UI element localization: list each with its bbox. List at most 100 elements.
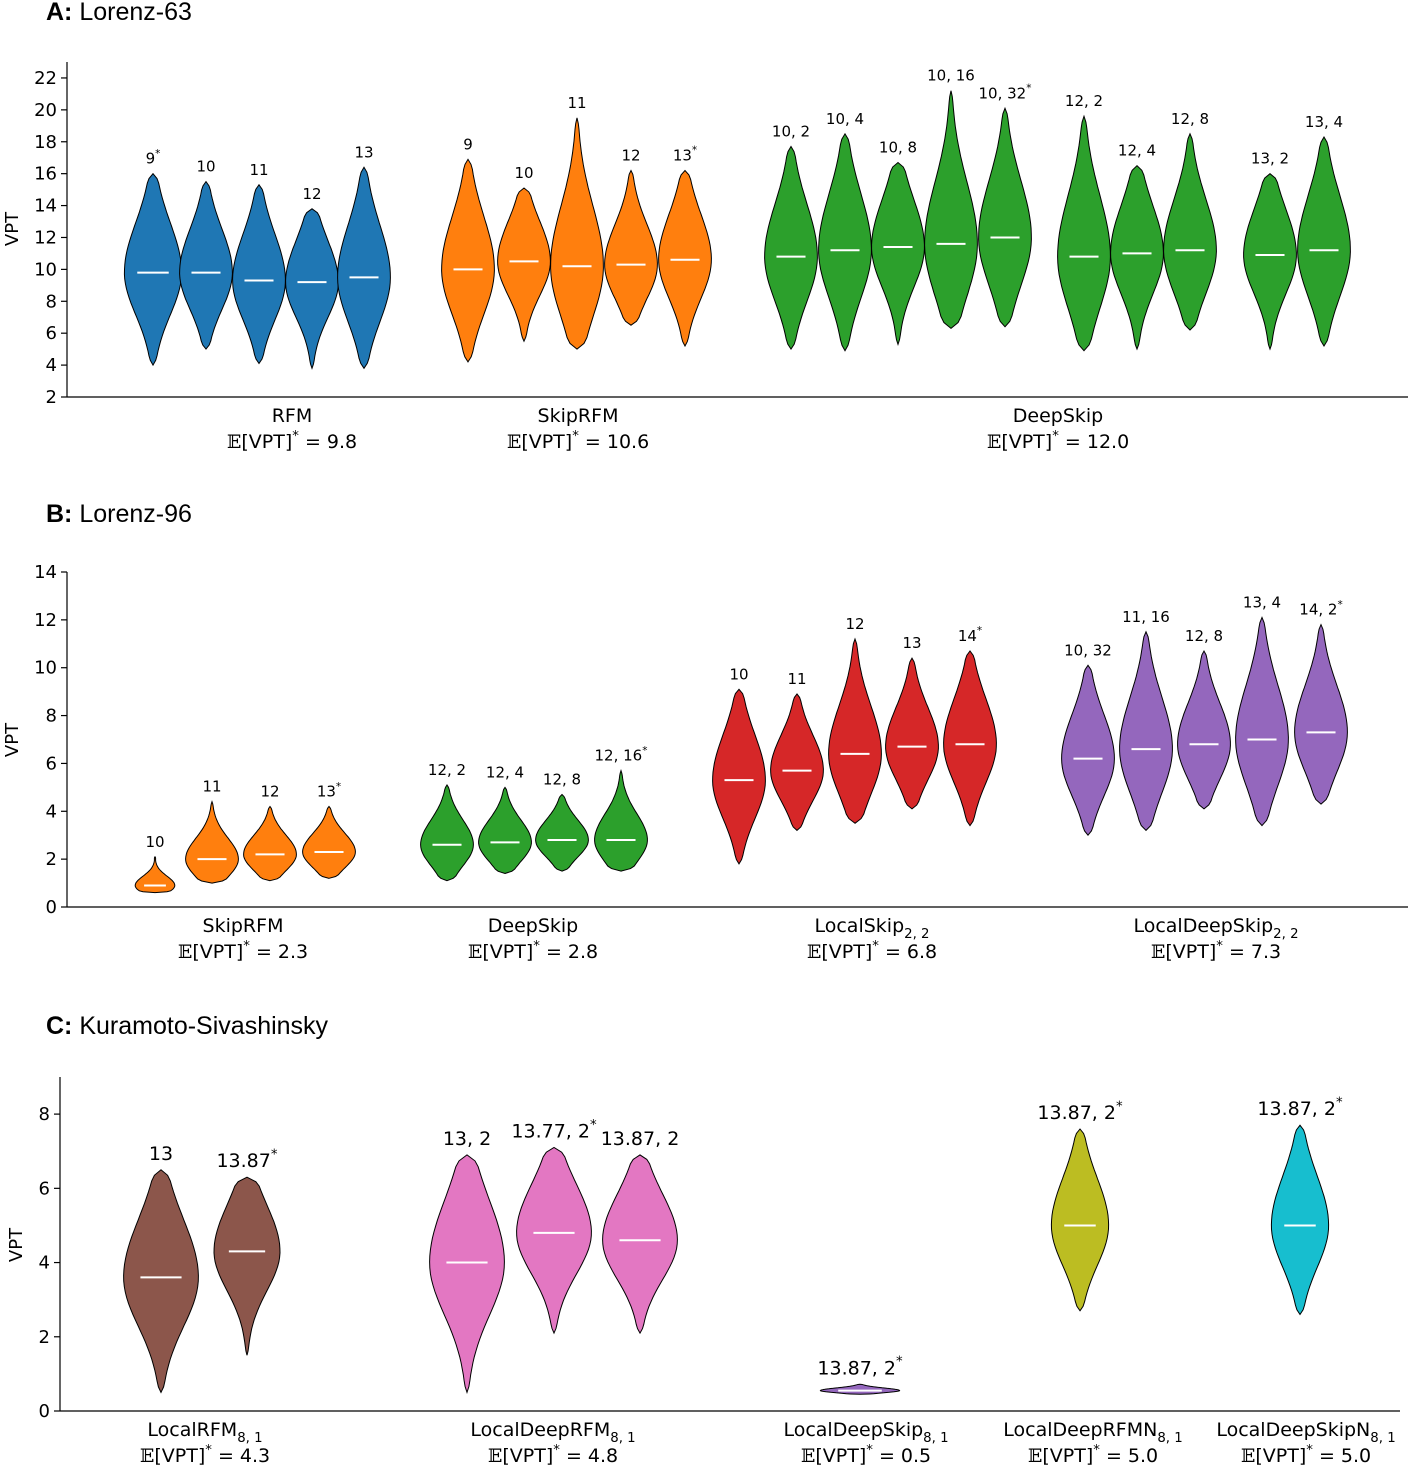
evpt-value: = 4.8 — [560, 1445, 618, 1467]
group-name: SkipRFM — [538, 405, 619, 427]
violin-label: 13.87, 2* — [1257, 1096, 1343, 1121]
evpt-text: [VPT] — [1042, 1445, 1093, 1467]
y-tick-label: 16 — [34, 164, 57, 185]
evpt-text: [VPT] — [815, 1445, 866, 1467]
group-subscript: 2, 2 — [904, 927, 929, 942]
violin — [885, 657, 939, 810]
violin — [1110, 165, 1164, 351]
evpt-star: * — [1306, 1443, 1313, 1458]
violin — [1297, 135, 1351, 347]
expectation-symbol: 𝔼 — [1028, 1445, 1042, 1467]
y-tick-label: 14 — [34, 196, 57, 217]
violin-label: 13.87, 2 — [601, 1128, 680, 1150]
violin — [478, 786, 532, 875]
group-evpt: 𝔼[VPT]* = 12.0 — [987, 429, 1129, 453]
violin — [285, 208, 339, 370]
violin-label: 13.77, 2* — [511, 1118, 597, 1143]
violin — [179, 180, 233, 350]
violin — [828, 637, 882, 824]
y-tick-label: 8 — [46, 706, 57, 727]
violin-label: 10 — [145, 833, 164, 851]
evpt-value: = 0.5 — [873, 1445, 931, 1467]
star-marker: * — [155, 148, 160, 160]
violin-label: 12, 8 — [1185, 627, 1223, 645]
violin — [658, 169, 712, 348]
violin-label: 13 — [149, 1143, 173, 1165]
evpt-value: = 12.0 — [1059, 431, 1129, 453]
violin-label: 10 — [196, 158, 215, 176]
evpt-star: * — [553, 1443, 560, 1458]
evpt-value: = 10.6 — [579, 431, 649, 453]
evpt-text: [VPT] — [1001, 431, 1052, 453]
violin-label: 10, 32 — [1064, 641, 1112, 659]
group-evpt: 𝔼[VPT]* = 4.3 — [140, 1443, 270, 1467]
group-subscript: 2, 2 — [1273, 927, 1298, 942]
group-name: LocalDeepSkip2, 2 — [1133, 915, 1298, 942]
violin-label: 13.87, 2* — [817, 1355, 903, 1380]
violin-label: 13 — [354, 143, 373, 161]
violin — [1235, 616, 1289, 827]
expectation-symbol: 𝔼 — [801, 1445, 815, 1467]
violin — [1057, 114, 1111, 352]
group-evpt: 𝔼[VPT]* = 10.6 — [507, 429, 649, 453]
violin — [604, 169, 658, 326]
violin — [819, 1383, 901, 1395]
violin — [764, 145, 818, 351]
violin-label: 9* — [146, 148, 161, 168]
violin — [712, 688, 766, 865]
evpt-text: [VPT] — [192, 941, 243, 963]
violin-label: 13* — [317, 781, 341, 801]
star-marker: * — [336, 781, 341, 793]
group-name: DeepSkip — [488, 915, 578, 937]
y-tick-label: 12 — [34, 227, 57, 248]
y-tick-label: 2 — [46, 849, 57, 870]
violin-label: 13, 2 — [443, 1128, 491, 1150]
violin — [1163, 132, 1217, 331]
violin-label: 10, 16 — [927, 67, 975, 85]
evpt-text: [VPT] — [241, 431, 292, 453]
evpt-text: [VPT] — [154, 1445, 205, 1467]
violin-label: 10, 4 — [826, 110, 864, 128]
expectation-symbol: 𝔼 — [227, 431, 241, 453]
expectation-symbol: 𝔼 — [140, 1445, 154, 1467]
star-marker: * — [896, 1355, 903, 1370]
evpt-star: * — [872, 939, 879, 954]
violin-label: 13* — [673, 145, 697, 165]
evpt-value: = 2.8 — [540, 941, 598, 963]
panel-title-b: B: Lorenz-96 — [46, 500, 192, 529]
violin-label: 12, 2 — [1065, 92, 1103, 110]
star-marker: * — [977, 625, 982, 637]
y-axis-label: VPT — [2, 722, 23, 757]
violin-label: 10 — [729, 665, 748, 683]
violin — [302, 805, 356, 879]
evpt-star: * — [866, 1443, 873, 1458]
violin-label: 14, 2* — [1299, 599, 1342, 619]
y-tick-label: 4 — [46, 355, 57, 376]
star-marker: * — [1026, 83, 1031, 95]
expectation-symbol: 𝔼 — [488, 1445, 502, 1467]
violin — [429, 1154, 505, 1395]
evpt-value: = 9.8 — [299, 431, 357, 453]
violin-label: 13.87* — [216, 1148, 277, 1173]
y-tick-label: 2 — [46, 387, 57, 408]
y-tick-label: 8 — [39, 1104, 50, 1125]
violin — [1061, 664, 1115, 836]
group-subscript: 8, 1 — [610, 1431, 635, 1446]
group-name: LocalRFM8, 1 — [147, 1419, 262, 1446]
violin — [1270, 1124, 1330, 1316]
violin — [420, 784, 474, 882]
violin-label: 12, 4 — [1118, 142, 1156, 160]
evpt-value: = 7.3 — [1223, 941, 1281, 963]
violin-label: 13, 4 — [1305, 113, 1343, 131]
group-evpt: 𝔼[VPT]* = 7.3 — [1151, 939, 1281, 963]
y-tick-label: 12 — [34, 610, 57, 631]
expectation-symbol: 𝔼 — [1241, 1445, 1255, 1467]
panel-letter: C: — [46, 1012, 73, 1040]
y-tick-label: 18 — [34, 132, 57, 153]
violin-label: 11 — [787, 670, 806, 688]
group-evpt: 𝔼[VPT]* = 4.8 — [488, 1443, 618, 1467]
violin-label: 11 — [567, 94, 586, 112]
violin-label: 12, 2 — [428, 761, 466, 779]
